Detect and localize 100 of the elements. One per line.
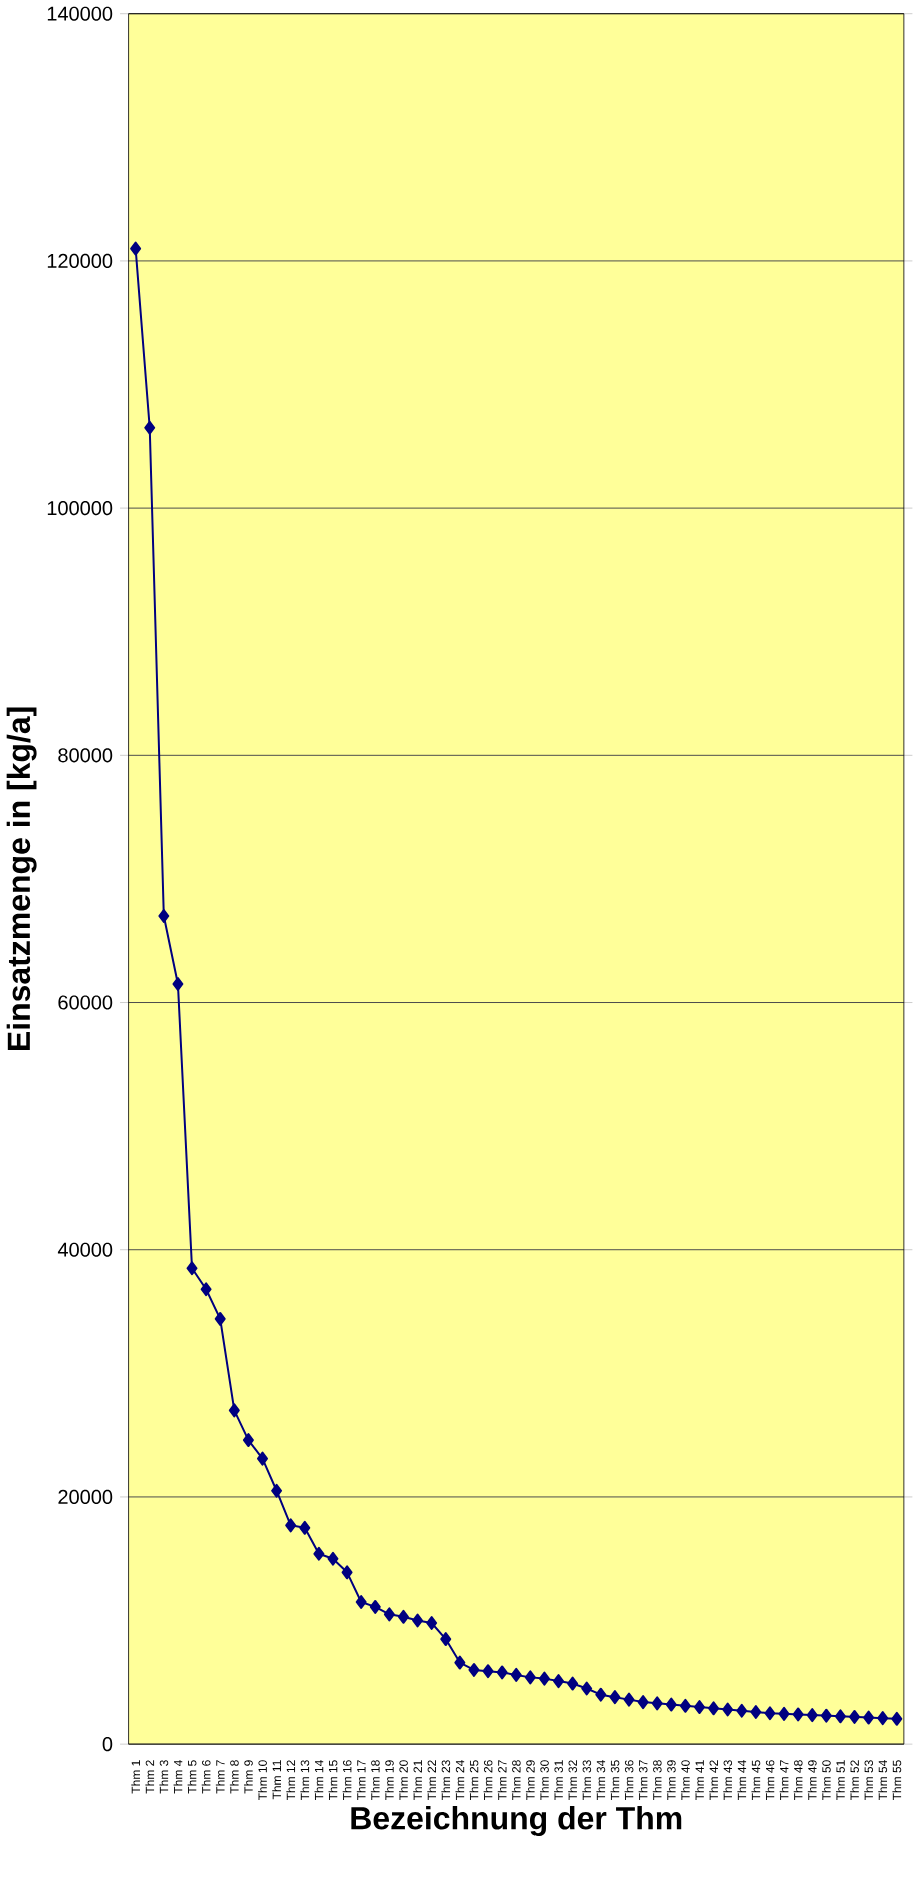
x-tick-label: Thm 2 bbox=[145, 1760, 155, 1794]
x-tick-label: Thm 37 bbox=[638, 1760, 648, 1801]
x-tick-label: Thm 40 bbox=[681, 1760, 690, 1801]
x-tick-label: Thm 49 bbox=[807, 1760, 817, 1801]
x-tick-label: Thm 43 bbox=[723, 1760, 733, 1801]
x-tick-label: Thm 35 bbox=[610, 1760, 620, 1801]
x-tick-label: Thm 11 bbox=[272, 1760, 281, 1800]
y-tick-label: 40000 bbox=[57, 1242, 113, 1257]
x-tick-label: Thm 41 bbox=[695, 1760, 704, 1801]
point bbox=[257, 1451, 269, 1466]
point bbox=[228, 1403, 240, 1418]
point bbox=[440, 1632, 452, 1647]
x-tick-label: Thm 6 bbox=[201, 1760, 211, 1794]
x-tick-label: Thm 4 bbox=[173, 1760, 183, 1794]
point bbox=[271, 1483, 283, 1498]
x-tick-label: Thm 27 bbox=[497, 1760, 507, 1801]
point bbox=[567, 1676, 579, 1691]
point bbox=[524, 1670, 536, 1685]
x-tick-label: Thm 45 bbox=[751, 1760, 761, 1801]
x-tick-label: Thm 39 bbox=[666, 1760, 676, 1801]
x-tick-label: Thm 46 bbox=[765, 1760, 775, 1801]
y-tick-label: 140000 bbox=[47, 6, 113, 21]
x-tick-label: Thm 48 bbox=[793, 1760, 803, 1801]
point bbox=[200, 1282, 212, 1297]
y-tick-label: 60000 bbox=[58, 995, 113, 1010]
x-tick-label: Thm 23 bbox=[441, 1760, 451, 1801]
x-tick-label: Thm 55 bbox=[892, 1760, 902, 1801]
x-tick-label: Thm 17 bbox=[356, 1760, 366, 1801]
point bbox=[172, 976, 184, 991]
point bbox=[581, 1681, 593, 1696]
y-tick-label: 80000 bbox=[58, 748, 113, 763]
y-tick-label: 120000 bbox=[47, 253, 113, 268]
point bbox=[651, 1696, 663, 1711]
point bbox=[468, 1662, 480, 1677]
point bbox=[355, 1594, 367, 1609]
point bbox=[877, 1711, 889, 1726]
point bbox=[186, 1261, 198, 1276]
x-tick-label: Thm 54 bbox=[878, 1760, 888, 1801]
point bbox=[665, 1697, 677, 1712]
point bbox=[327, 1551, 339, 1566]
x-tick-label: Thm 13 bbox=[300, 1760, 310, 1801]
point bbox=[820, 1708, 832, 1723]
point bbox=[454, 1655, 466, 1670]
x-tick-label: Thm 24 bbox=[455, 1760, 465, 1801]
point bbox=[398, 1609, 410, 1624]
point bbox=[553, 1674, 565, 1689]
point bbox=[130, 241, 142, 256]
x-tick-label: Thm 34 bbox=[596, 1760, 606, 1801]
point bbox=[341, 1565, 353, 1580]
point bbox=[623, 1692, 635, 1707]
x-tick-label: Thm 31 bbox=[554, 1760, 563, 1801]
point bbox=[806, 1708, 818, 1723]
point bbox=[242, 1433, 254, 1448]
x-tick-label: Thm 32 bbox=[568, 1760, 578, 1801]
x-tick-label: Thm 5 bbox=[187, 1760, 197, 1794]
point bbox=[792, 1707, 804, 1722]
y-tick-label: 20000 bbox=[58, 1489, 113, 1504]
point bbox=[679, 1698, 691, 1713]
point bbox=[426, 1616, 438, 1630]
point bbox=[496, 1665, 508, 1680]
x-tick-label: Thm 30 bbox=[540, 1760, 549, 1801]
point bbox=[835, 1709, 846, 1724]
x-tick-label: Thm 12 bbox=[286, 1760, 296, 1801]
point bbox=[313, 1546, 325, 1561]
point bbox=[694, 1700, 706, 1715]
x-tick-label: Thm 16 bbox=[342, 1760, 352, 1801]
x-tick-label: Thm 26 bbox=[483, 1760, 493, 1801]
point bbox=[383, 1607, 395, 1622]
x-tick-label: Thm 33 bbox=[582, 1760, 592, 1801]
x-tick-label: Thm 38 bbox=[652, 1760, 662, 1801]
y-axis-title: Einsatzmenge in [kg/a] bbox=[6, 707, 37, 1050]
x-tick-label: Thm 53 bbox=[864, 1760, 874, 1801]
x-tick-label: Thm 14 bbox=[314, 1760, 324, 1801]
x-tick-label: Thm 7 bbox=[215, 1760, 225, 1794]
point bbox=[214, 1311, 226, 1326]
point bbox=[299, 1520, 311, 1535]
point bbox=[538, 1671, 550, 1686]
x-tick-label: Thm 19 bbox=[385, 1760, 394, 1801]
point bbox=[482, 1664, 494, 1679]
point bbox=[849, 1709, 861, 1724]
point bbox=[369, 1599, 381, 1614]
point bbox=[158, 909, 170, 923]
x-tick-label: Thm 47 bbox=[779, 1760, 789, 1801]
point bbox=[609, 1690, 621, 1705]
point bbox=[412, 1613, 424, 1628]
point bbox=[595, 1687, 607, 1702]
x-tick-label: Thm 51 bbox=[836, 1760, 845, 1801]
x-tick-label: Thm 15 bbox=[328, 1760, 338, 1801]
x-tick-label: Thm 44 bbox=[737, 1760, 747, 1801]
point bbox=[863, 1710, 875, 1725]
x-tick-label: Thm 22 bbox=[427, 1760, 437, 1801]
x-axis-title: Bezeichnung der Thm bbox=[351, 1806, 682, 1837]
x-tick-label: Thm 10 bbox=[258, 1760, 267, 1801]
point bbox=[736, 1703, 748, 1718]
point bbox=[764, 1706, 776, 1721]
y-tick-label: 100000 bbox=[47, 501, 113, 516]
point bbox=[750, 1705, 762, 1719]
x-tick-label: Thm 25 bbox=[469, 1760, 479, 1801]
x-tick-label: Thm 52 bbox=[850, 1760, 859, 1801]
x-tick-label: Thm 18 bbox=[370, 1760, 380, 1801]
